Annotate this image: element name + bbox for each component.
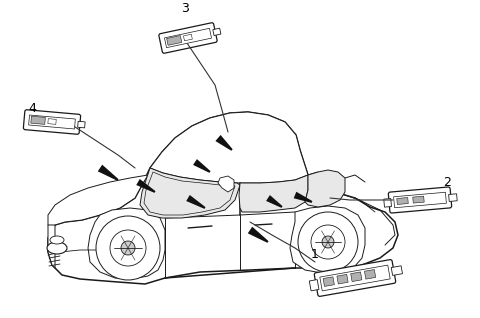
Circle shape bbox=[311, 225, 345, 259]
Bar bbox=[351, 272, 362, 281]
FancyBboxPatch shape bbox=[388, 187, 452, 213]
FancyBboxPatch shape bbox=[159, 23, 217, 53]
Bar bbox=[323, 277, 335, 287]
Bar bbox=[397, 197, 408, 204]
Polygon shape bbox=[136, 179, 156, 193]
Ellipse shape bbox=[47, 242, 67, 254]
Polygon shape bbox=[88, 208, 165, 279]
Ellipse shape bbox=[50, 236, 64, 244]
Circle shape bbox=[96, 216, 160, 280]
Bar bbox=[29, 115, 75, 129]
Bar bbox=[167, 36, 182, 45]
Bar bbox=[413, 196, 424, 203]
Polygon shape bbox=[48, 112, 398, 284]
Bar bbox=[213, 28, 221, 36]
Bar bbox=[183, 34, 192, 41]
Polygon shape bbox=[144, 172, 235, 215]
Bar bbox=[320, 265, 390, 291]
Bar bbox=[337, 274, 348, 284]
Bar bbox=[48, 119, 56, 124]
Polygon shape bbox=[150, 112, 308, 183]
Text: 3: 3 bbox=[181, 2, 189, 15]
Polygon shape bbox=[248, 227, 268, 243]
Polygon shape bbox=[266, 195, 283, 208]
Text: 1: 1 bbox=[311, 248, 319, 261]
Bar bbox=[384, 198, 392, 207]
Polygon shape bbox=[294, 192, 312, 203]
Bar bbox=[309, 280, 319, 291]
FancyBboxPatch shape bbox=[24, 110, 81, 134]
Bar bbox=[165, 28, 212, 48]
Bar bbox=[449, 194, 457, 202]
Polygon shape bbox=[98, 165, 119, 181]
Polygon shape bbox=[218, 176, 234, 192]
Polygon shape bbox=[140, 168, 240, 218]
Circle shape bbox=[322, 236, 334, 248]
Text: 4: 4 bbox=[28, 101, 36, 114]
Bar bbox=[78, 121, 85, 128]
Polygon shape bbox=[193, 159, 211, 173]
Polygon shape bbox=[216, 135, 233, 151]
Polygon shape bbox=[186, 195, 205, 209]
Circle shape bbox=[121, 241, 135, 255]
Text: 2: 2 bbox=[443, 176, 451, 190]
Bar bbox=[394, 192, 446, 208]
FancyBboxPatch shape bbox=[314, 259, 396, 296]
Polygon shape bbox=[290, 206, 365, 273]
Circle shape bbox=[298, 212, 358, 272]
Bar bbox=[31, 116, 46, 124]
Polygon shape bbox=[305, 170, 345, 207]
Polygon shape bbox=[239, 175, 308, 212]
Bar bbox=[364, 270, 376, 279]
Circle shape bbox=[110, 230, 146, 266]
Bar bbox=[391, 266, 402, 275]
Polygon shape bbox=[48, 175, 148, 228]
Polygon shape bbox=[48, 225, 55, 268]
